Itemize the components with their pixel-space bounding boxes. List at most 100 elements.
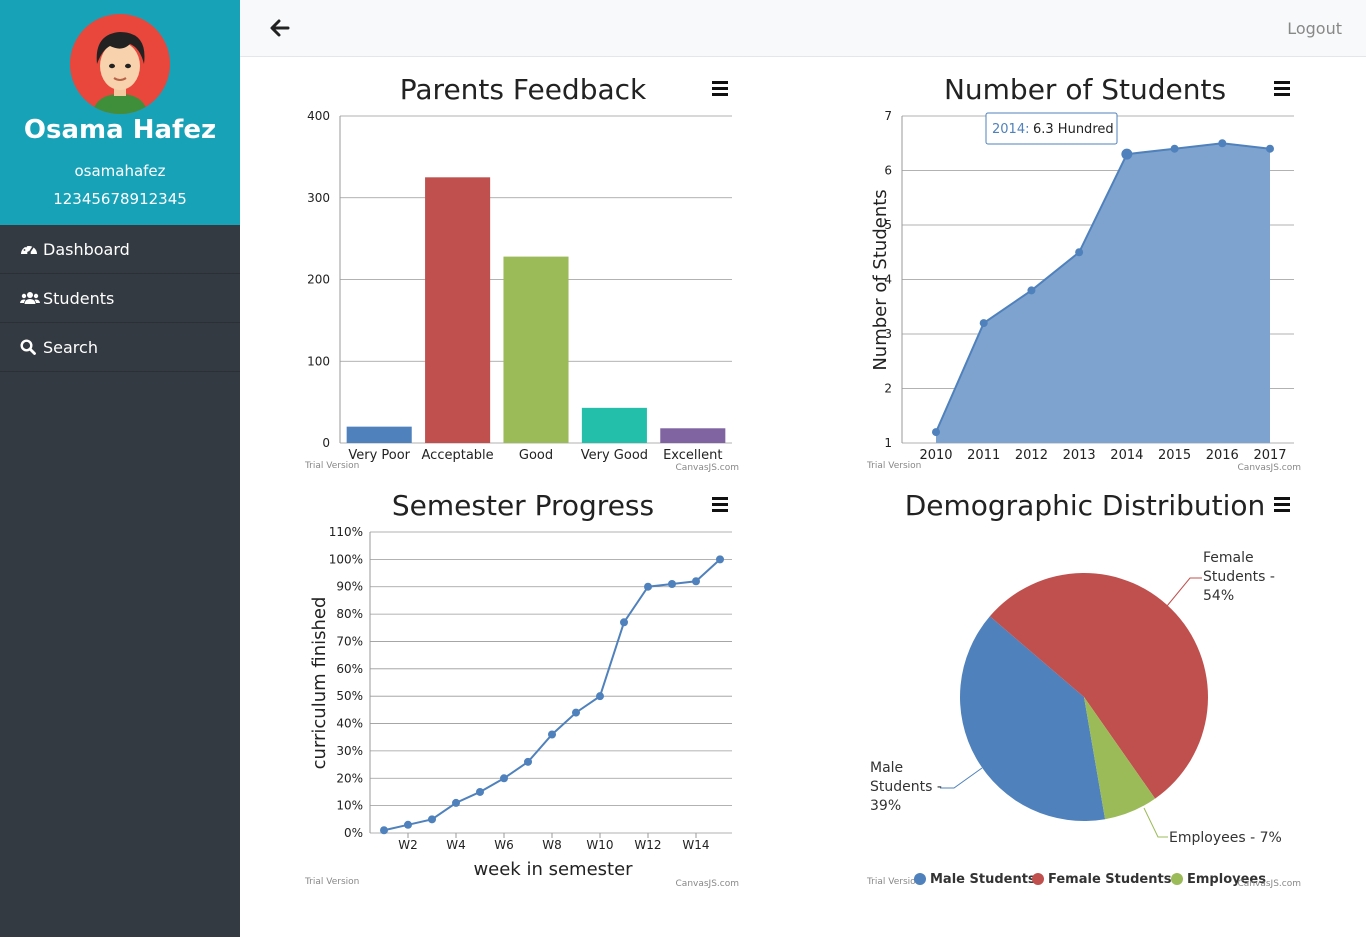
nav-label-search: Search [43, 337, 98, 357]
x-tick-label: W14 [682, 838, 709, 852]
chart-menu-icon[interactable] [712, 81, 728, 96]
data-point[interactable] [548, 730, 556, 739]
x-tick-label: W6 [494, 838, 514, 852]
trial-watermark: Trial Version [866, 461, 921, 471]
data-point[interactable] [668, 579, 676, 588]
nav-label-dashboard: Dashboard [43, 239, 130, 259]
data-point[interactable] [500, 774, 508, 783]
number-of-students-svg: Number of Students Number of Students 1 2… [866, 73, 1301, 473]
slice-label: 39% [870, 798, 901, 814]
chart-tooltip: 2014: 6.3 Hundred [985, 112, 1118, 145]
y-tick-label: 0 [322, 436, 330, 450]
pie-slice[interactable] [960, 616, 1106, 821]
data-point[interactable] [1218, 139, 1227, 148]
tooltip-value: 6.3 Hundred [1033, 122, 1114, 137]
x-tick-label: Excellent [663, 448, 722, 463]
data-point[interactable] [428, 815, 436, 824]
x-tick-label: 2011 [967, 448, 1000, 463]
data-point[interactable] [932, 428, 940, 437]
data-point[interactable] [524, 757, 532, 766]
brand-watermark: CanvasJS.com [1238, 463, 1301, 473]
parents-feedback-chart: Parents Feedback 0 100 200 300 400 Very Poor… [300, 62, 745, 477]
x-tick-label: W10 [586, 838, 613, 852]
bar[interactable] [425, 177, 491, 443]
slice-label: Students - [870, 779, 942, 795]
bar[interactable] [660, 428, 726, 443]
legend-marker[interactable] [1032, 873, 1044, 885]
chart-menu-icon[interactable] [712, 497, 728, 512]
y-tick-label: 7 [884, 109, 892, 123]
x-tick-label: 2012 [1015, 448, 1048, 463]
nav-item-students[interactable]: Students [0, 274, 240, 323]
bar[interactable] [503, 256, 569, 443]
data-point[interactable] [1075, 248, 1084, 257]
data-point[interactable] [596, 692, 604, 701]
data-point[interactable] [1121, 148, 1133, 160]
y-tick-label: 3 [884, 327, 892, 341]
profile-username: osamahafez [74, 162, 166, 180]
y-tick-label: 50% [336, 689, 363, 703]
y-tick-label: 6 [884, 164, 892, 178]
bar[interactable] [581, 407, 647, 443]
x-tick-label: Very Poor [348, 448, 410, 463]
data-point[interactable] [1266, 144, 1274, 153]
data-point[interactable] [476, 787, 484, 796]
back-button[interactable] [268, 16, 292, 40]
y-tick-label: 80% [336, 607, 363, 621]
data-point[interactable] [644, 582, 652, 591]
profile-name: Osama Hafez [23, 115, 217, 145]
dashboard-icon [20, 241, 40, 257]
data-point[interactable] [380, 826, 388, 835]
legend-marker[interactable] [914, 873, 926, 885]
brand-watermark: CanvasJS.com [1238, 879, 1301, 889]
data-point[interactable] [1170, 144, 1179, 153]
logout-link[interactable]: Logout [1287, 19, 1342, 38]
pie-slice[interactable] [989, 572, 1209, 799]
chart-title: Demographic Distribution [905, 489, 1266, 522]
data-point[interactable] [1027, 286, 1036, 295]
data-point[interactable] [716, 555, 724, 564]
data-point[interactable] [404, 820, 412, 829]
trial-watermark: Trial Version [866, 877, 921, 887]
sidebar: Osama Hafez osamahafez 12345678912345 Da… [0, 0, 240, 937]
slice-label: 54% [1203, 588, 1234, 604]
x-tick-label: 2016 [1206, 448, 1239, 463]
area-fill [936, 143, 1270, 443]
data-point[interactable] [452, 798, 460, 807]
brand-watermark: CanvasJS.com [676, 463, 739, 473]
y-tick-label: 1 [884, 436, 892, 450]
top-bar: Logout [240, 0, 1366, 57]
y-tick-label: 70% [336, 634, 363, 648]
data-point[interactable] [692, 577, 700, 586]
tooltip-label: 2014: [992, 122, 1029, 137]
legend-label[interactable]: Male Students [930, 872, 1036, 887]
profile-id-number: 12345678912345 [53, 190, 187, 208]
slice-label: Female [1203, 550, 1254, 566]
pie-slice[interactable] [1084, 697, 1156, 820]
y-tick-label: 20% [336, 771, 363, 785]
chart-menu-icon[interactable] [1274, 497, 1290, 512]
nav-item-search[interactable]: Search [0, 323, 240, 372]
data-point[interactable] [979, 319, 988, 328]
x-tick-label: 2015 [1158, 448, 1191, 463]
slice-label: Employees - 7% [1169, 830, 1282, 846]
nav-item-dashboard[interactable]: Dashboard [0, 225, 240, 274]
data-point[interactable] [620, 618, 628, 627]
y-tick-label: 100 [307, 354, 330, 368]
x-tick-label: Good [519, 448, 553, 463]
chart-title: Parents Feedback [400, 73, 647, 106]
legend-label[interactable]: Female Students [1048, 872, 1172, 887]
legend-marker[interactable] [1171, 873, 1183, 885]
y-axis-label: curriculum finished [309, 597, 330, 770]
bar[interactable] [346, 426, 412, 443]
y-tick-label: 60% [336, 662, 363, 676]
y-tick-label: 90% [336, 580, 363, 594]
data-point[interactable] [572, 708, 580, 717]
arrow-left-icon [270, 19, 290, 37]
y-axis-label: Number of Students [870, 189, 891, 370]
legend-label[interactable]: Employees [1187, 872, 1266, 887]
chart-menu-icon[interactable] [1274, 81, 1290, 96]
x-tick-label: W8 [542, 838, 562, 852]
y-tick-label: 10% [336, 799, 363, 813]
brand-watermark: CanvasJS.com [676, 879, 739, 889]
